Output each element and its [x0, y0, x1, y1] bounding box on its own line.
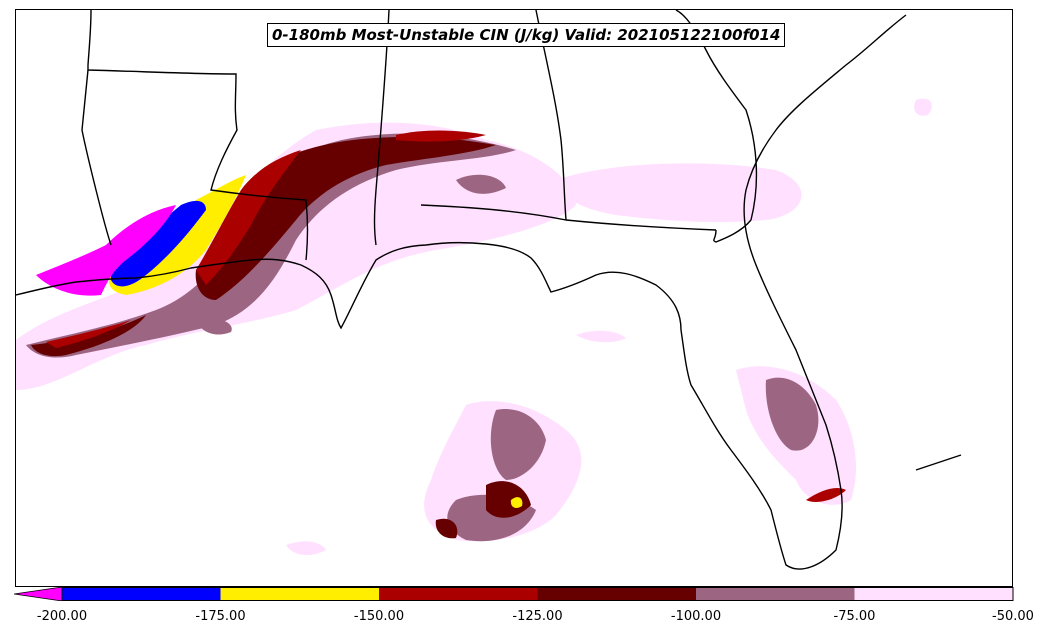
cin-field-light [286, 541, 326, 556]
coastline [16, 14, 907, 570]
state-border [535, 10, 567, 221]
cin-field-red [396, 130, 486, 142]
cin-field-red [806, 488, 846, 502]
cin-map [16, 10, 962, 570]
colorbar-bin [220, 587, 380, 601]
colorbar-tick-label: -100.00 [670, 609, 722, 624]
state-border [373, 10, 390, 246]
cin-field-mauve [490, 409, 546, 480]
colorbar-outline [61, 587, 1014, 601]
cin-field-red [196, 150, 301, 285]
cin-field-light [914, 98, 932, 116]
cin-field-red [46, 320, 131, 348]
cin-shading [16, 98, 932, 556]
state-border [87, 10, 309, 261]
colorbar [14, 587, 1014, 601]
map-panel: 0-180mb Most-Unstable CIN (J/kg) Valid: … [15, 9, 1013, 587]
colorbar-bin [537, 587, 697, 601]
cin-field-light [576, 330, 626, 343]
cin-field-mauve [765, 377, 819, 451]
colorbar-tick-label: -150.00 [353, 609, 405, 624]
keys [915, 454, 962, 471]
cin-field-mauve [456, 174, 506, 194]
cin-field-blue [111, 200, 206, 287]
colorbar-tick-label: -75.00 [833, 609, 876, 624]
colorbar-tick-label: -125.00 [512, 609, 563, 624]
colorbar-bin [696, 587, 855, 601]
colorbar-extend-arrow [14, 587, 63, 601]
cin-field-yellow [510, 497, 523, 508]
cin-field-dark [486, 481, 531, 518]
colorbar-bin [62, 587, 221, 601]
cin-field-light [556, 163, 802, 223]
cin-field-magenta [36, 205, 176, 296]
cin-field-mauve [196, 318, 232, 335]
map-title: 0-180mb Most-Unstable CIN (J/kg) Valid: … [267, 23, 786, 47]
cin-field-dark [435, 518, 458, 539]
colorbar-bins [62, 587, 1014, 601]
state-border [81, 69, 112, 246]
colorbar-bin [854, 587, 1014, 601]
state-border [713, 219, 752, 243]
colorbar-bin [379, 587, 538, 601]
colorbar-tick-label: -50.00 [992, 609, 1034, 624]
state-border [420, 204, 717, 231]
colorbar-tick-label: -200.00 [36, 609, 88, 624]
colorbar-tick-label: -175.00 [195, 609, 246, 624]
map-borders [16, 10, 962, 570]
